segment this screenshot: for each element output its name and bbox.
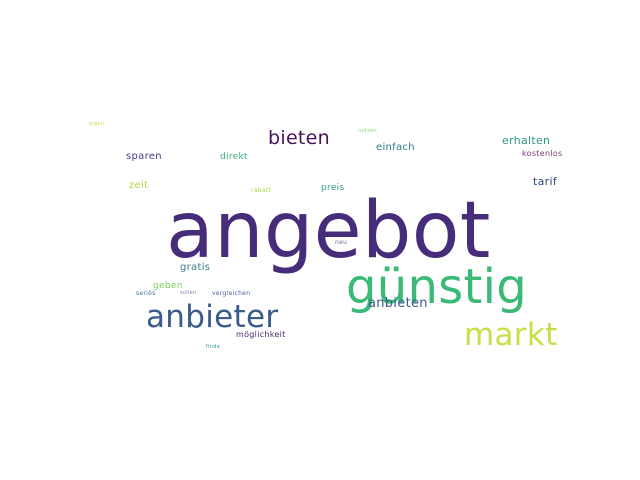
word-bieten: bieten [268,127,331,149]
word-nutzen: nutzen [358,128,377,134]
word-zeit: zeit [129,180,149,191]
word-markt: markt [464,317,558,353]
word-kostenlos: kostenlos [522,149,563,158]
word-gratis: gratis [180,262,211,273]
word-eigen: eigen [89,121,105,127]
word-rabatt: rabatt [251,187,272,194]
word-finde: finde [206,344,221,350]
word-sollen: sollen [180,290,197,296]
word-sparen: sparen [126,151,162,162]
word-direkt: direkt [220,152,248,162]
word-geben: geben [153,281,183,291]
word-einfach: einfach [376,142,415,153]
word-vergleichen: vergleichen [212,290,251,297]
word-erhalten: erhalten [502,134,551,147]
word-neu: neu [335,239,348,246]
word-angebot: angebot [166,186,491,276]
word-tarif: tarif [533,175,558,188]
word-anbieten: anbieten [368,296,428,311]
word-serios: seriös [136,290,156,297]
word-anbieter: anbieter [146,299,279,335]
word-moglichkeit: möglichkeit [236,330,286,339]
word-gunstig: günstig [346,259,528,315]
word-preis: preis [321,183,345,193]
